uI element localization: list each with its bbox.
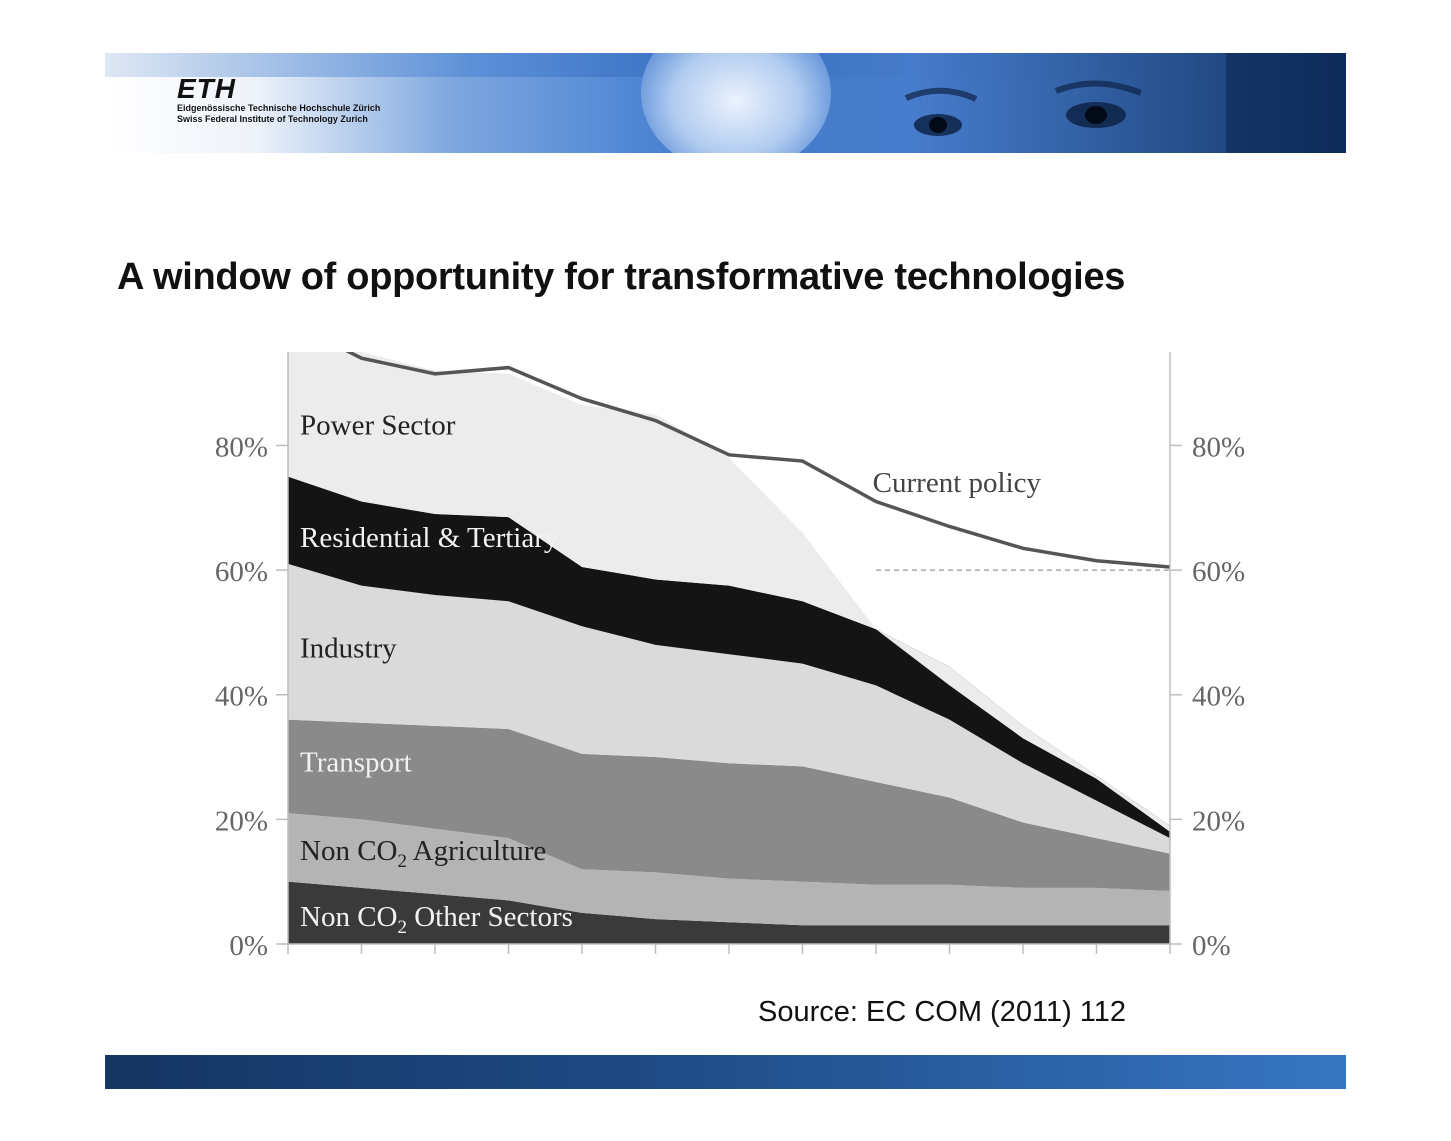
series-label-residential-tertiary: Residential & Tertiary [300, 522, 559, 554]
y-tick-label-right: 60% [1192, 556, 1245, 588]
y-tick-label-right: 20% [1192, 805, 1245, 837]
series-label-power-sector: Power Sector [300, 409, 456, 441]
area-industry [288, 563, 1170, 854]
annotation-current-policy: Current policy [873, 467, 1042, 499]
series-label-non-co2-other-sectors: Non CO2 Other Sectors [300, 901, 573, 938]
y-tick-label-left: 0% [229, 930, 268, 962]
header-banner: ETH Eidgenössische Technische Hochschule… [105, 53, 1346, 153]
area-non-co2-other-sectors [288, 881, 1170, 944]
y-tick-label-left: 60% [215, 556, 268, 588]
series-label-non-co2-agriculture: Non CO2 Agriculture [300, 835, 546, 872]
area-residential-tertiary [288, 476, 1170, 839]
y-tick-label-right: 0% [1192, 930, 1231, 962]
stacked-areas [288, 352, 1170, 944]
logo-wordmark: ETH [177, 73, 236, 104]
line-current-policy [345, 352, 1170, 569]
series-label-industry: Industry [300, 632, 397, 664]
area-transport [288, 719, 1170, 892]
y-tick-label-right: 40% [1192, 681, 1245, 713]
institution-name-en: Swiss Federal Institute of Technology Zu… [177, 114, 368, 124]
area-power-sector [288, 352, 1170, 832]
series-label-transport: Transport [300, 746, 412, 778]
y-tick-label-left: 20% [215, 805, 268, 837]
area-non-co2-agriculture [288, 813, 1170, 926]
source-note: Source: EC COM (2011) 112 [758, 996, 1127, 1028]
banner-photo-graphic [626, 53, 1346, 153]
slide-title: A window of opportunity for transformati… [117, 256, 1126, 298]
y-tick-label-left: 80% [215, 431, 268, 463]
institution-name-de: Eidgenössische Technische Hochschule Zür… [177, 103, 381, 113]
eth-logo: ETH Eidgenössische Technische Hochschule… [177, 75, 380, 125]
emissions-stacked-area-chart: 0% 0% 20% 20% 40% 40% 60% 60% 80% 80% Non CO2 Othe… [215, 352, 1245, 962]
footer-bar [105, 1055, 1346, 1089]
y-tick-label-right: 80% [1192, 431, 1245, 463]
y-tick-label-left: 40% [215, 681, 268, 713]
